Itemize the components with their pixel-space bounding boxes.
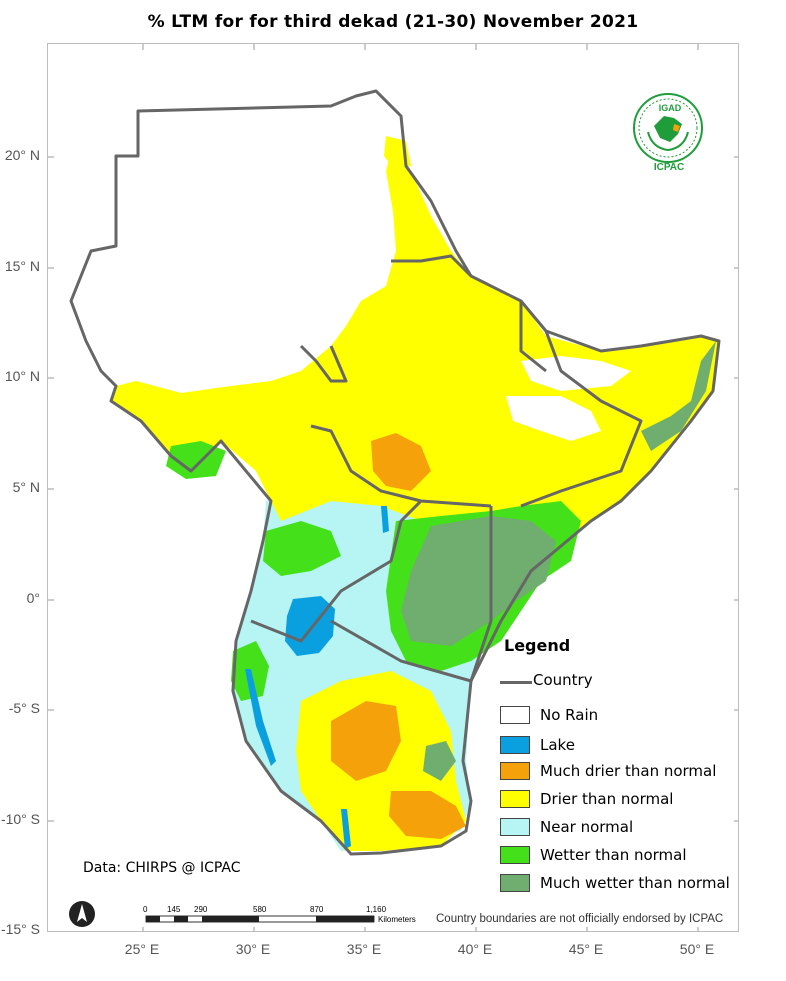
legend-swatch: [500, 874, 530, 892]
data-credit: Data: CHIRPS @ ICPAC: [83, 860, 241, 876]
map-canvas: [48, 44, 738, 931]
legend-swatch: [500, 846, 530, 864]
scale-tick-1160: 1,160: [366, 905, 387, 914]
lon-label-50e: 50° E: [679, 941, 715, 957]
lake-tanganyika: [245, 669, 276, 766]
lon-label-45e: 45° E: [568, 941, 604, 957]
scale-bar: [145, 915, 375, 923]
map-frame: [47, 43, 739, 932]
lat-label-10n: 10° N: [4, 368, 40, 384]
lat-label-20n: 20° N: [4, 147, 40, 163]
lake-turkana: [381, 506, 389, 533]
igad-logo: [633, 93, 703, 163]
lat-label-5s: -5° S: [8, 700, 40, 716]
legend-title: Legend: [504, 636, 571, 655]
lat-label-0: 0°: [26, 590, 40, 606]
frame-ticks: [48, 44, 738, 931]
scale-tick-0: 0: [143, 905, 148, 914]
logo-igad-text: IGAD: [658, 103, 682, 113]
region-wetter-westcongo: [263, 521, 341, 576]
region-drier-north: [111, 151, 719, 571]
lat-label-5n: 5° N: [12, 479, 40, 495]
legend-swatch: [500, 706, 530, 724]
region-much-wetter-tz-east: [423, 741, 456, 781]
legend-country-swatch: [500, 681, 532, 684]
disclaimer: Country boundaries are not officially en…: [436, 913, 724, 925]
legend-label: No Rain: [540, 706, 599, 724]
scale-tick-145: 145: [167, 905, 181, 914]
logo-icpac-text: ICPAC: [653, 162, 685, 173]
map-title: % LTM for for third dekad (21-30) Novemb…: [147, 12, 639, 32]
lat-label-10s: -10° S: [0, 811, 40, 827]
scale-tick-870: 870: [310, 905, 324, 914]
region-much-drier-ethiopia: [371, 433, 431, 491]
north-arrow-icon: [69, 901, 95, 927]
lat-label-15s: -15° S: [0, 921, 40, 937]
scale-unit: Kilometers: [378, 915, 416, 924]
legend-label: Wetter than normal: [540, 846, 687, 864]
legend-swatch: [500, 818, 530, 836]
legend-country-label: Country: [533, 671, 593, 689]
lon-label-40e: 40° E: [457, 941, 493, 957]
legend-label: Much wetter than normal: [540, 874, 730, 892]
legend-label: Drier than normal: [540, 790, 674, 808]
legend-label: Lake: [540, 736, 575, 754]
region-no-rain-horn: [521, 356, 631, 391]
scale-tick-580: 580: [253, 905, 267, 914]
legend-label: Much drier than normal: [540, 762, 717, 780]
region-no-rain-ethiopia: [506, 396, 601, 441]
scale-tick-290: 290: [194, 905, 208, 914]
lat-label-15n: 15° N: [4, 258, 40, 274]
legend-swatch: [500, 790, 530, 808]
lon-label-30e: 30° E: [235, 941, 271, 957]
lake-malawi: [341, 809, 351, 849]
legend-label: Near normal: [540, 818, 634, 836]
country-borders: [69, 89, 721, 856]
lon-label-25e: 25° E: [124, 941, 160, 957]
region-much-drier-south: [389, 791, 466, 839]
region-much-wetter-kenya: [401, 516, 556, 646]
region-much-wetter-coast: [641, 341, 716, 451]
legend-swatch: [500, 736, 530, 754]
lon-label-35e: 35° E: [346, 941, 382, 957]
legend-swatch: [500, 762, 530, 780]
region-much-drier-tanzania: [331, 701, 401, 781]
